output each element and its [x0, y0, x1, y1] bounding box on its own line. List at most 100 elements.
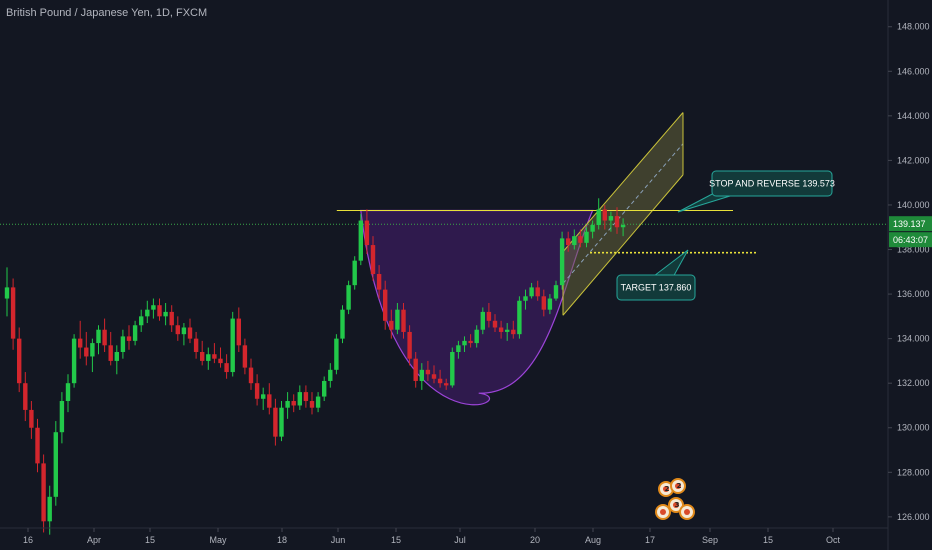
candle-body[interactable] — [474, 329, 479, 344]
candle-body[interactable] — [328, 369, 333, 381]
candle-body[interactable] — [425, 369, 431, 375]
candle[interactable] — [566, 231, 571, 252]
candle[interactable] — [608, 211, 614, 232]
candle[interactable] — [193, 331, 199, 359]
candle-body[interactable] — [206, 354, 211, 361]
candle-body[interactable] — [187, 327, 193, 339]
candle[interactable] — [279, 401, 284, 442]
candle[interactable] — [47, 485, 52, 535]
stop-and-reverse-callout[interactable]: STOP AND REVERSE 139.573 — [677, 170, 835, 213]
emoji-marker[interactable]: 3 — [668, 497, 684, 513]
candle-body[interactable] — [230, 318, 235, 373]
candle[interactable] — [328, 363, 333, 388]
candle[interactable] — [620, 218, 626, 237]
candle[interactable] — [450, 347, 455, 388]
candle-body[interactable] — [285, 401, 290, 408]
candle[interactable] — [248, 358, 254, 390]
candle[interactable] — [370, 236, 376, 281]
candle[interactable] — [273, 398, 278, 446]
candle[interactable] — [572, 229, 577, 250]
candle-body[interactable] — [200, 352, 205, 361]
candle-body[interactable] — [273, 407, 278, 437]
candle[interactable] — [96, 325, 101, 355]
candle-body[interactable] — [492, 320, 498, 328]
candle-body[interactable] — [59, 401, 65, 433]
candle[interactable] — [462, 336, 467, 352]
candle[interactable] — [59, 392, 65, 444]
candle-body[interactable] — [297, 392, 302, 406]
candle[interactable] — [163, 302, 168, 326]
candle[interactable] — [236, 307, 241, 352]
candle[interactable] — [425, 360, 431, 381]
candle-body[interactable] — [505, 329, 510, 332]
candle[interactable] — [523, 289, 528, 310]
candle-body[interactable] — [224, 363, 229, 373]
candle[interactable] — [334, 334, 339, 375]
stop-and-reverse-callout-box[interactable] — [711, 170, 833, 197]
channel-lower-line[interactable] — [562, 174, 684, 316]
candle[interactable] — [456, 340, 461, 359]
callouts[interactable]: STOP AND REVERSE 139.573 TARGET 137.860 — [616, 170, 835, 301]
candle[interactable] — [322, 376, 327, 402]
candle[interactable] — [419, 363, 424, 390]
candle-body[interactable] — [315, 396, 321, 408]
candle[interactable] — [139, 309, 144, 332]
candle-body[interactable] — [389, 320, 394, 330]
candle[interactable] — [102, 318, 107, 352]
candle-body[interactable] — [468, 340, 473, 344]
candle[interactable] — [541, 289, 546, 317]
candle[interactable] — [35, 418, 40, 473]
candle[interactable] — [71, 334, 77, 388]
candle-body[interactable] — [261, 394, 266, 399]
x-axis[interactable]: 16 Apr 15 May 18 Jun 15 Jul 20 Aug 17 Sep 15 Oct — [23, 528, 841, 545]
candle[interactable] — [444, 378, 449, 390]
candle[interactable] — [437, 369, 443, 388]
candle[interactable] — [151, 298, 156, 319]
candle-body[interactable] — [559, 238, 565, 286]
candle-body[interactable] — [65, 383, 71, 402]
candle-body[interactable] — [450, 352, 455, 386]
candle[interactable] — [315, 392, 321, 413]
ascending-channel[interactable] — [562, 112, 684, 316]
candle[interactable] — [505, 323, 510, 341]
candle-body[interactable] — [102, 329, 107, 346]
candle-body[interactable] — [413, 358, 418, 381]
candle-body[interactable] — [303, 392, 309, 402]
candle[interactable] — [41, 454, 46, 533]
candle[interactable] — [395, 302, 400, 335]
candle[interactable] — [78, 320, 83, 359]
candle[interactable] — [84, 331, 89, 366]
candle[interactable] — [157, 298, 162, 321]
candle-body[interactable] — [523, 296, 528, 301]
candle-body[interactable] — [602, 209, 607, 221]
candle-body[interactable] — [114, 352, 119, 361]
candle[interactable] — [407, 325, 412, 366]
candle-body[interactable] — [279, 407, 284, 437]
candle-body[interactable] — [480, 311, 485, 330]
candle[interactable] — [383, 280, 388, 330]
candle-body[interactable] — [620, 225, 626, 228]
candle[interactable] — [261, 387, 266, 410]
candle[interactable] — [559, 231, 565, 290]
candle-body[interactable] — [511, 329, 516, 335]
candle[interactable] — [200, 340, 205, 366]
emoji-marker[interactable] — [679, 504, 695, 520]
emoji-marker[interactable]: 2 — [670, 478, 686, 494]
candle-body[interactable] — [10, 287, 16, 339]
candle-body[interactable] — [126, 336, 132, 341]
candle[interactable] — [376, 265, 382, 299]
candle[interactable] — [187, 318, 193, 344]
candle[interactable] — [120, 329, 126, 359]
candle[interactable] — [285, 392, 290, 419]
candle-body[interactable] — [572, 236, 577, 246]
candle[interactable] — [309, 392, 315, 415]
candle[interactable] — [242, 338, 248, 375]
chart-emoji-markers[interactable]: 2 23 — [655, 478, 695, 520]
candle-body[interactable] — [364, 220, 370, 246]
candle-body[interactable] — [84, 347, 89, 357]
candle-body[interactable] — [23, 383, 28, 410]
candle[interactable] — [413, 352, 418, 388]
candle[interactable] — [364, 209, 370, 254]
candle[interactable] — [108, 331, 113, 366]
